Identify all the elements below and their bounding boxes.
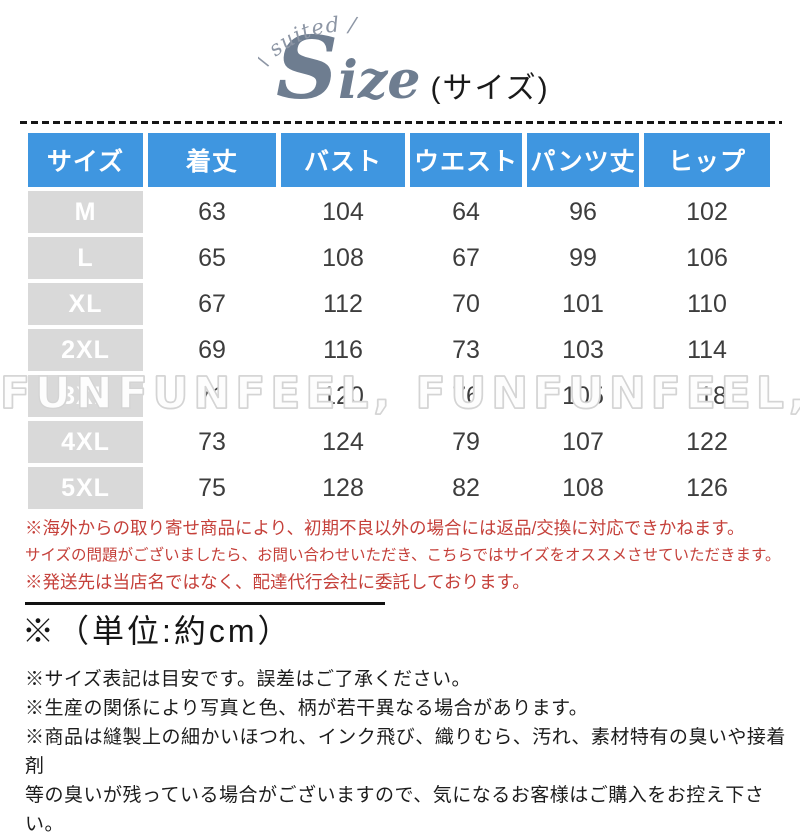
value-cell: 99 [527,237,639,279]
value-cell: 67 [148,283,276,325]
unit-note: ※（単位:約cm） [22,613,293,649]
value-cell: 96 [527,191,639,233]
value-cell: 106 [644,237,770,279]
suited-script-arc: \ suited / [258,14,359,71]
value-cell: 122 [644,421,770,463]
dashed-divider [20,121,782,124]
unit-divider [25,602,385,605]
size-cell: 5XL [28,467,143,509]
value-cell: 107 [527,421,639,463]
column-header-pants: パンツ丈 [527,133,639,187]
column-header-length: 着丈 [148,133,276,187]
column-header-bust: バスト [281,133,405,187]
value-cell: 118 [644,375,770,417]
size-cell: 2XL [28,329,143,371]
size-cell: M [28,191,143,233]
size-table-zone: サイズ 着丈 バスト ウエスト パンツ丈 ヒップ M 63 104 64 96 … [0,133,800,509]
value-cell: 69 [148,329,276,371]
value-cell: 126 [644,467,770,509]
value-cell: 108 [527,467,639,509]
column-header-size: サイズ [28,133,143,187]
footer-notes: ※サイズ表記は目安です。誤差はご了承ください。 ※生産の関係により写真と色、柄が… [25,665,800,839]
value-cell: 112 [281,283,405,325]
page-title-kana: (サイズ) [430,72,550,105]
red-disclaimer-notes: ※海外からの取り寄せ商品により、初期不良以外の場合には返品/交換に対応できかねま… [25,515,800,596]
value-cell: 82 [410,467,522,509]
value-cell: 108 [281,237,405,279]
value-cell: 65 [148,237,276,279]
value-cell: 104 [281,191,405,233]
footer-note-line: ※サイズ表記は目安です。誤差はご了承ください。 [25,669,472,690]
size-cell: XL [28,283,143,325]
value-cell: 75 [148,467,276,509]
value-cell: 79 [410,421,522,463]
value-cell: 124 [281,421,405,463]
value-cell: 103 [527,329,639,371]
red-note-line: サイズの問題がございましたら、お問い合わせいただき、こちらではサイズをオススメさ… [25,547,781,564]
value-cell: 67 [410,237,522,279]
value-cell: 105 [527,375,639,417]
value-cell: 73 [410,329,522,371]
value-cell: 116 [281,329,405,371]
value-cell: 76 [410,375,522,417]
svg-text:\ suited /: \ suited / [258,14,359,71]
suited-script-label: \ suited / [258,14,358,71]
value-cell: 101 [527,283,639,325]
footer-note-line: ※商品は縫製上の細かいほつれ、インク飛び、織りむら、汚れ、素材特有の臭いや接着剤 [25,727,786,777]
red-note-line: ※発送先は当店名ではなく、配達代行会社に委託しております。 [25,572,530,592]
size-cell: 3XL [28,375,143,417]
value-cell: 63 [148,191,276,233]
value-cell: 120 [281,375,405,417]
value-cell: 73 [148,421,276,463]
page-title: Size [276,18,421,119]
size-cell: L [28,237,143,279]
value-cell: 71 [148,375,276,417]
value-cell: 114 [644,329,770,371]
value-cell: 102 [644,191,770,233]
column-header-waist: ウエスト [410,133,522,187]
size-cell: 4XL [28,421,143,463]
footer-note-line: 等の臭いが残っている場合がございますので、気になるお客様はご購入をお控え下さい。 [25,785,765,835]
value-cell: 110 [644,283,770,325]
value-cell: 128 [281,467,405,509]
logo-block: \ suited / Size (サイズ) [0,0,800,121]
footer-note-line: ※生産の関係により写真と色、柄が若干異なる場合があります。 [25,698,589,719]
value-cell: 70 [410,283,522,325]
value-cell: 64 [410,191,522,233]
red-note-line: ※海外からの取り寄せ商品により、初期不良以外の場合には返品/交換に対応できかねま… [25,518,745,538]
column-header-hip: ヒップ [644,133,770,187]
size-logo: \ suited / Size (サイズ) [258,14,550,119]
size-table: サイズ 着丈 バスト ウエスト パンツ丈 ヒップ M 63 104 64 96 … [28,133,770,509]
